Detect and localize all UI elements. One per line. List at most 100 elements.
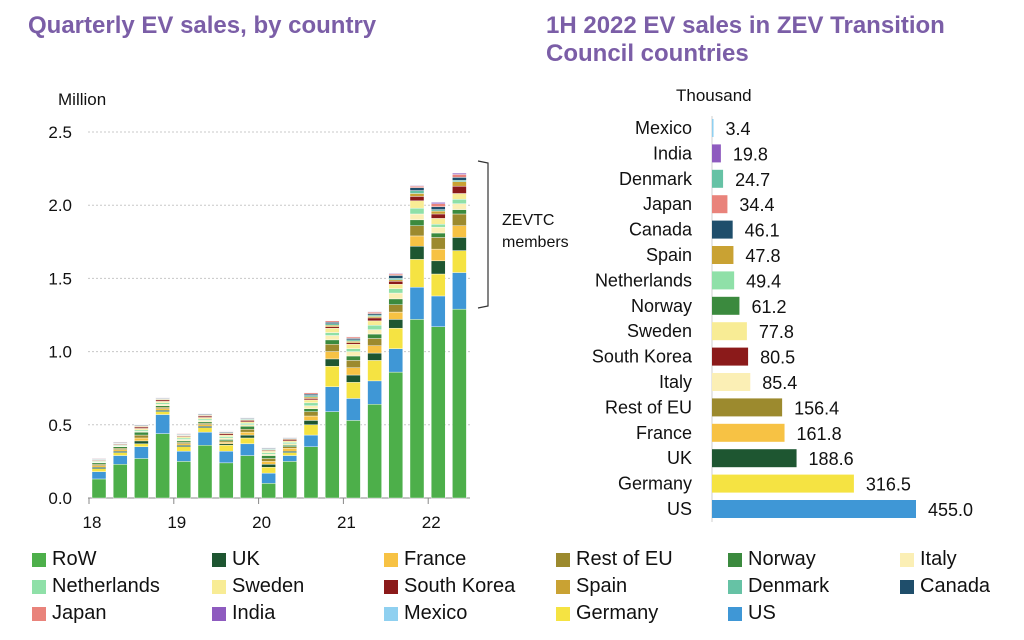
bar-segment-us bbox=[303, 434, 319, 447]
right-x-unit: Thousand bbox=[676, 86, 752, 105]
bar-segment-canada bbox=[431, 206, 446, 210]
legend-swatch bbox=[556, 606, 570, 621]
legend-swatch bbox=[728, 606, 742, 621]
bar-segment-denmark bbox=[409, 190, 425, 194]
bar-segment-sweden bbox=[409, 200, 425, 209]
bar-segment-canada bbox=[452, 177, 467, 181]
hbar-netherlands bbox=[712, 271, 735, 290]
hbar-category-label: France bbox=[636, 423, 692, 443]
hbar-south-korea bbox=[712, 347, 749, 366]
hbar-category-label: South Korea bbox=[592, 347, 693, 367]
legend-item-netherlands: Netherlands bbox=[32, 575, 160, 598]
bar-segment-south-korea bbox=[303, 398, 319, 401]
hbar-value-label: 24.7 bbox=[735, 170, 770, 190]
bar-segment-germany bbox=[240, 437, 255, 445]
hbar-category-label: India bbox=[653, 143, 693, 163]
bar-segment-italy bbox=[155, 404, 170, 406]
bar-segment-uk bbox=[409, 245, 425, 260]
bar-segment-row bbox=[176, 461, 192, 499]
bar-segment-rest-of-eu bbox=[261, 458, 276, 462]
bar-segment-france bbox=[176, 443, 192, 446]
bar-segment-sweden bbox=[367, 320, 382, 326]
legend-label: Canada bbox=[920, 575, 991, 597]
hbar-value-label: 61.2 bbox=[751, 297, 786, 317]
hbar-category-label: Netherlands bbox=[595, 270, 692, 290]
bar-segment-spain bbox=[388, 279, 403, 282]
bar-segment-italy bbox=[261, 453, 276, 456]
bar-segment-netherlands bbox=[388, 288, 403, 294]
bar-segment-sweden bbox=[282, 440, 297, 443]
bar-segment-italy bbox=[346, 351, 361, 357]
bar-segment-uk bbox=[367, 352, 382, 361]
bar-segment-france bbox=[303, 415, 319, 421]
bar-segment-uk bbox=[325, 358, 340, 367]
legend-label: France bbox=[404, 548, 467, 570]
bar-segment-norway bbox=[176, 440, 192, 443]
bar-segment-france bbox=[134, 437, 149, 442]
bar-segment-us bbox=[346, 398, 361, 421]
hbar-value-label: 46.1 bbox=[745, 221, 780, 241]
bar-segment-row bbox=[240, 455, 255, 499]
hbar-value-label: 3.4 bbox=[726, 119, 751, 139]
bar-segment-south-korea bbox=[367, 317, 382, 322]
x-tick-label: 18 bbox=[83, 513, 102, 532]
legend-item-south-korea: South Korea bbox=[384, 575, 515, 598]
bar-segment-japan bbox=[409, 185, 425, 188]
bar-segment-uk bbox=[197, 426, 213, 428]
bar-segment-south-korea bbox=[155, 399, 170, 402]
bar-segment-netherlands bbox=[218, 436, 234, 439]
bar-segment-spain bbox=[367, 316, 382, 319]
bar-segment-netherlands bbox=[325, 332, 340, 336]
bar-segment-norway bbox=[91, 462, 107, 465]
y-tick-label: 1.0 bbox=[48, 343, 72, 362]
bar-segment-uk bbox=[91, 467, 107, 469]
bar-segment-denmark bbox=[431, 209, 446, 212]
bar-segment-norway bbox=[346, 355, 361, 361]
bar-segment-france bbox=[367, 345, 382, 354]
legend-label: South Korea bbox=[404, 575, 516, 597]
bar-segment-denmark bbox=[346, 339, 361, 342]
y-tick-label: 2.5 bbox=[48, 123, 72, 142]
bar-segment-row bbox=[91, 478, 107, 499]
bar-segment-canada bbox=[325, 322, 340, 324]
bar-segment-uk bbox=[452, 237, 467, 251]
bar-segment-norway bbox=[134, 431, 149, 436]
bar-segment-south-korea bbox=[452, 185, 467, 194]
bar-segment-uk bbox=[176, 445, 192, 447]
zevtc-bracket bbox=[477, 160, 489, 309]
bar-segment-uk bbox=[431, 260, 446, 275]
bar-segment-italy bbox=[176, 439, 192, 442]
hbar-category-label: Rest of EU bbox=[605, 397, 692, 417]
bar-segment-sweden bbox=[325, 327, 340, 333]
hbar-value-label: 188.6 bbox=[809, 449, 854, 469]
bar-segment-norway bbox=[431, 232, 446, 238]
bar-segment-japan bbox=[388, 273, 403, 276]
bar-segment-row bbox=[431, 326, 446, 499]
bar-segment-sweden bbox=[431, 218, 446, 225]
bar-segment-south-korea bbox=[388, 281, 403, 285]
bar-segment-germany bbox=[431, 273, 446, 297]
hbar-japan bbox=[712, 195, 728, 214]
bar-segment-canada bbox=[388, 275, 403, 279]
bar-segment-germany bbox=[452, 250, 467, 273]
bar-segment-germany bbox=[367, 360, 382, 382]
bar-segment-japan bbox=[431, 203, 446, 207]
legend-label: US bbox=[748, 602, 776, 624]
bar-segment-spain bbox=[346, 341, 361, 344]
bar-segment-rest-of-eu bbox=[325, 344, 340, 352]
bar-segment-rest-of-eu bbox=[91, 464, 107, 466]
hbar-spain bbox=[712, 246, 734, 264]
bar-segment-norway bbox=[197, 421, 213, 424]
hbar-category-label: Denmark bbox=[619, 169, 693, 189]
bar-segment-germany bbox=[176, 446, 192, 452]
bar-segment-row bbox=[134, 458, 149, 499]
bar-segment-netherlands bbox=[303, 402, 319, 406]
bar-segment-uk bbox=[388, 319, 403, 329]
bar-segment-germany bbox=[91, 468, 107, 472]
bar-segment-uk bbox=[155, 409, 170, 412]
bar-segment-rest-of-eu bbox=[112, 448, 128, 450]
bar-segment-italy bbox=[409, 213, 425, 221]
legend-label: Sweden bbox=[232, 575, 305, 597]
bar-segment-us bbox=[197, 431, 213, 446]
hbar-value-label: 19.8 bbox=[733, 144, 768, 164]
